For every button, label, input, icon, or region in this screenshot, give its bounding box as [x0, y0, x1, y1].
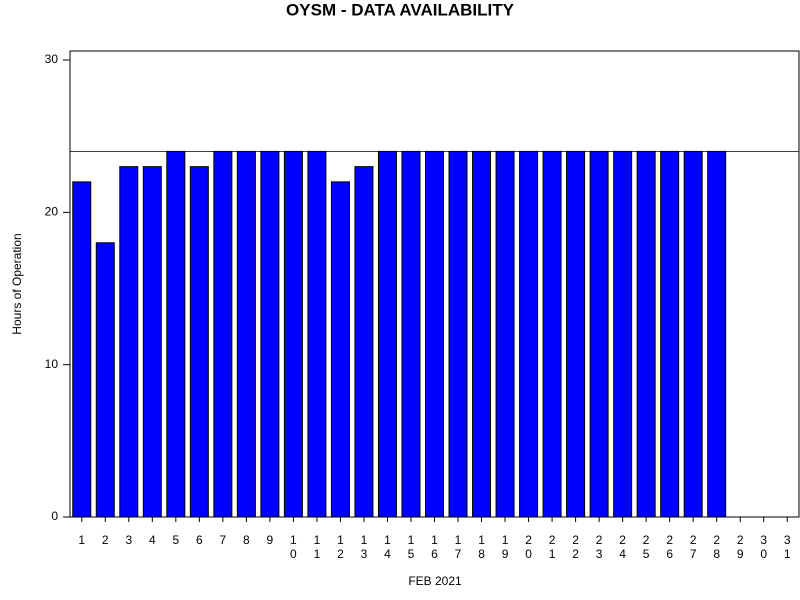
- x-axis-label: FEB 2021: [408, 574, 462, 588]
- bar: [448, 150, 468, 518]
- bar: [283, 150, 303, 518]
- y-tick-label: 30: [45, 52, 59, 66]
- bar: [330, 181, 350, 518]
- bar: [213, 150, 233, 518]
- bar: [613, 150, 633, 518]
- bar: [142, 166, 162, 518]
- chart-title: OYSM - DATA AVAILABILITY: [286, 0, 515, 19]
- bar: [542, 150, 562, 518]
- bar: [260, 150, 280, 518]
- bar: [307, 150, 327, 518]
- x-tick-label: 5: [172, 533, 179, 547]
- bar: [495, 150, 515, 518]
- bar: [636, 150, 656, 518]
- y-tick-label: 0: [51, 509, 58, 523]
- x-tick-label: 3: [125, 533, 132, 547]
- x-tick-label: 2: [102, 533, 109, 547]
- bar: [519, 150, 539, 518]
- x-tick-label: 9: [267, 533, 274, 547]
- x-tick-label: 1: [78, 533, 85, 547]
- x-tick-label: 7: [220, 533, 227, 547]
- bar: [566, 150, 586, 518]
- bar: [354, 166, 374, 518]
- y-tick-label: 10: [45, 357, 59, 371]
- x-tick-label: 6: [196, 533, 203, 547]
- x-tick-label: 8: [243, 533, 250, 547]
- y-axis-label: Hours of Operation: [10, 233, 24, 334]
- y-tick-label: 20: [45, 205, 59, 219]
- bar: [683, 150, 703, 518]
- bar: [472, 150, 492, 518]
- bar: [72, 181, 92, 518]
- bar: [425, 150, 444, 518]
- bar: [189, 166, 209, 518]
- bar: [377, 150, 397, 518]
- bar: [236, 150, 256, 518]
- bar: [401, 150, 421, 518]
- bar: [589, 150, 609, 518]
- bar: [95, 242, 115, 518]
- x-tick-label: 4: [149, 533, 156, 547]
- bar: [660, 150, 680, 518]
- bar: [119, 166, 139, 518]
- bar: [166, 150, 186, 518]
- bar: [707, 150, 727, 518]
